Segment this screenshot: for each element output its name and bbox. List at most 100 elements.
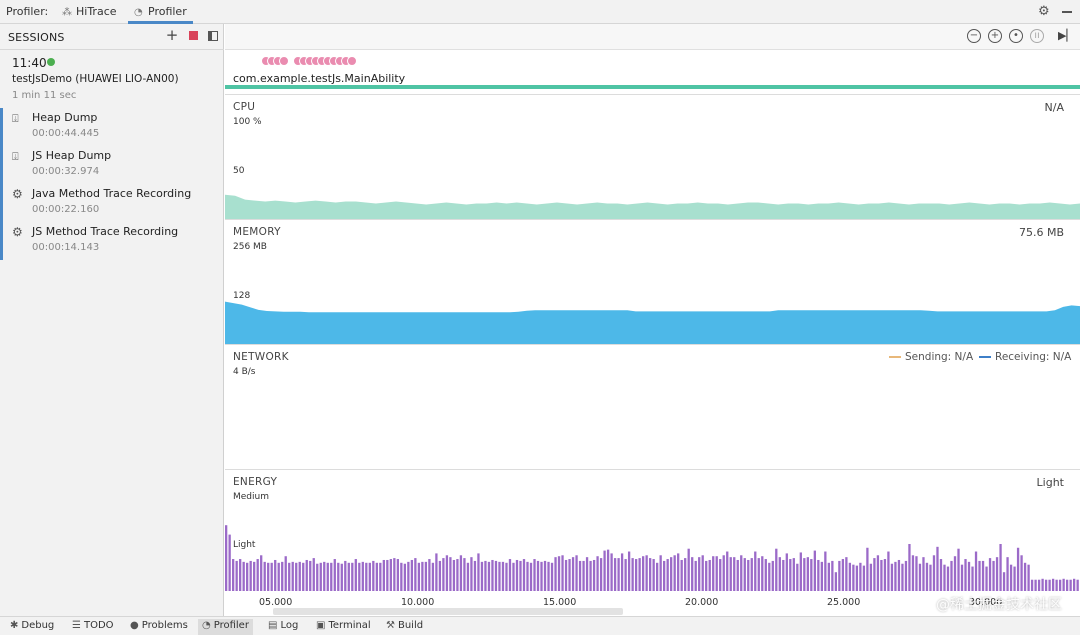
energy-bar <box>918 563 922 591</box>
profiler-button[interactable]: ◔ Profiler <box>198 619 253 635</box>
axis-label: 30.000 <box>969 597 1003 608</box>
stop-button[interactable] <box>186 29 200 43</box>
energy-bar <box>379 562 382 591</box>
energy-bar <box>368 562 371 591</box>
energy-tick-light: Light <box>233 540 256 550</box>
event-marker[interactable] <box>279 56 289 66</box>
energy-bar <box>925 562 929 591</box>
legend-receiving: Receiving: N/A <box>979 351 1071 363</box>
network-monitor[interactable]: NETWORK 4 B/s Sending: N/A Receiving: N/… <box>225 344 1080 469</box>
zoom-out-icon[interactable]: − <box>967 29 981 43</box>
process-name: com.example.testJs.MainAbility <box>233 72 406 85</box>
session-item-accent <box>0 222 3 260</box>
todo-button[interactable]: ☰ TODO <box>68 619 118 635</box>
session-item-name: JS Heap Dump <box>32 149 112 162</box>
energy-bar <box>775 548 778 591</box>
energy-bar <box>827 562 830 591</box>
info-icon: ● <box>130 620 139 631</box>
energy-bar <box>747 559 750 591</box>
timeline-scrollbar[interactable] <box>273 608 623 615</box>
energy-bar <box>740 555 743 591</box>
energy-bar <box>578 560 582 591</box>
event-marker[interactable] <box>347 56 357 66</box>
build-button[interactable]: ⚒ Build <box>382 619 427 635</box>
energy-bar <box>680 559 683 591</box>
energy-bar <box>568 559 571 591</box>
debug-label: Debug <box>21 620 55 631</box>
energy-bar <box>610 553 613 591</box>
cpu-title: CPU <box>233 101 256 113</box>
energy-bar <box>316 563 319 591</box>
energy-bar <box>1041 578 1044 591</box>
go-live-icon[interactable]: ▶▏ <box>1058 29 1075 42</box>
activity-lifecycle-bar <box>225 85 1080 89</box>
session-item-time: 00:00:14.143 <box>32 242 100 253</box>
energy-bar <box>382 559 385 591</box>
log-button[interactable]: ▤ Log <box>264 619 302 635</box>
energy-bar <box>424 561 428 591</box>
energy-bar <box>824 551 827 591</box>
energy-bar <box>859 562 862 591</box>
energy-bar <box>564 559 568 591</box>
energy-bar <box>235 560 238 591</box>
energy-bar <box>1076 579 1079 591</box>
energy-bar <box>778 557 781 591</box>
energy-bar <box>459 555 463 591</box>
tab-profiler[interactable]: ◔ Profiler <box>128 0 193 24</box>
energy-bar <box>246 562 249 591</box>
plus-icon[interactable]: + <box>165 26 179 44</box>
energy-bar <box>764 559 767 591</box>
energy-bar <box>340 563 343 591</box>
terminal-button[interactable]: ▣ Terminal <box>312 619 375 635</box>
session-item-heap-dump[interactable]: ⍗ Heap Dump 00:00:44.445 <box>0 108 224 146</box>
minimize-icon[interactable] <box>1062 11 1072 13</box>
legend-sending-swatch <box>889 356 901 358</box>
energy-bar <box>848 562 852 591</box>
problems-button[interactable]: ● Problems <box>126 619 192 635</box>
energy-bar <box>351 562 354 591</box>
tab-hitrace[interactable]: ⁂ HiTrace <box>56 0 123 24</box>
energy-bar <box>1065 579 1069 591</box>
energy-bar <box>312 558 315 591</box>
energy-bar <box>817 559 820 591</box>
gear-icon[interactable]: ⚙ <box>1038 4 1050 19</box>
energy-bar <box>487 561 491 591</box>
zoom-in-icon[interactable]: + <box>988 29 1002 43</box>
energy-bar <box>529 562 533 591</box>
energy-bar <box>274 559 277 591</box>
session-entry[interactable]: 11:40 testJsDemo (HUAWEI LIO-AN00) 1 min… <box>0 51 224 106</box>
energy-bar <box>603 550 606 591</box>
watermark: @稀土掘金技术社区 <box>936 597 1062 613</box>
energy-bar <box>1058 579 1062 591</box>
axis-label: 05.000 <box>259 597 293 608</box>
energy-bar <box>1044 579 1048 591</box>
energy-bar <box>505 562 508 591</box>
hitrace-icon: ⁂ <box>62 7 72 18</box>
energy-bar <box>785 553 788 591</box>
heap-dump-icon: ⍗ <box>12 112 19 125</box>
session-item-java-method-trace[interactable]: ⚙ Java Method Trace Recording 00:00:22.1… <box>0 184 224 222</box>
energy-bar <box>571 557 575 591</box>
energy-bar <box>557 556 561 591</box>
panel-toggle-button[interactable] <box>206 29 220 43</box>
energy-bar <box>277 562 280 591</box>
memory-tick-mid: 128 <box>233 291 251 301</box>
memory-monitor[interactable]: MEMORY 75.6 MB 256 MB 128 <box>225 219 1080 344</box>
energy-bar <box>319 562 322 591</box>
energy-monitor[interactable]: ENERGY Light Medium Light <box>225 469 1080 591</box>
energy-bar <box>971 566 974 591</box>
cpu-monitor[interactable]: CPU N/A 100 % 50 <box>225 94 1080 219</box>
session-item-js-method-trace[interactable]: ⚙ JS Method Trace Recording 00:00:14.143 <box>0 222 224 260</box>
energy-bar <box>1072 578 1076 591</box>
energy-bar <box>806 557 809 591</box>
energy-bar <box>936 546 939 591</box>
pause-icon[interactable]: ıı <box>1030 29 1044 43</box>
axis-label: 20.000 <box>685 597 719 608</box>
energy-bar <box>589 560 592 591</box>
session-item-js-heap-dump[interactable]: ⍗ JS Heap Dump 00:00:32.974 <box>0 146 224 184</box>
cpu-usage-chart <box>225 194 1080 219</box>
panel-toggle-icon <box>208 31 218 41</box>
debug-button[interactable]: ✱ Debug <box>6 619 58 635</box>
reset-zoom-icon[interactable]: • <box>1009 29 1023 43</box>
